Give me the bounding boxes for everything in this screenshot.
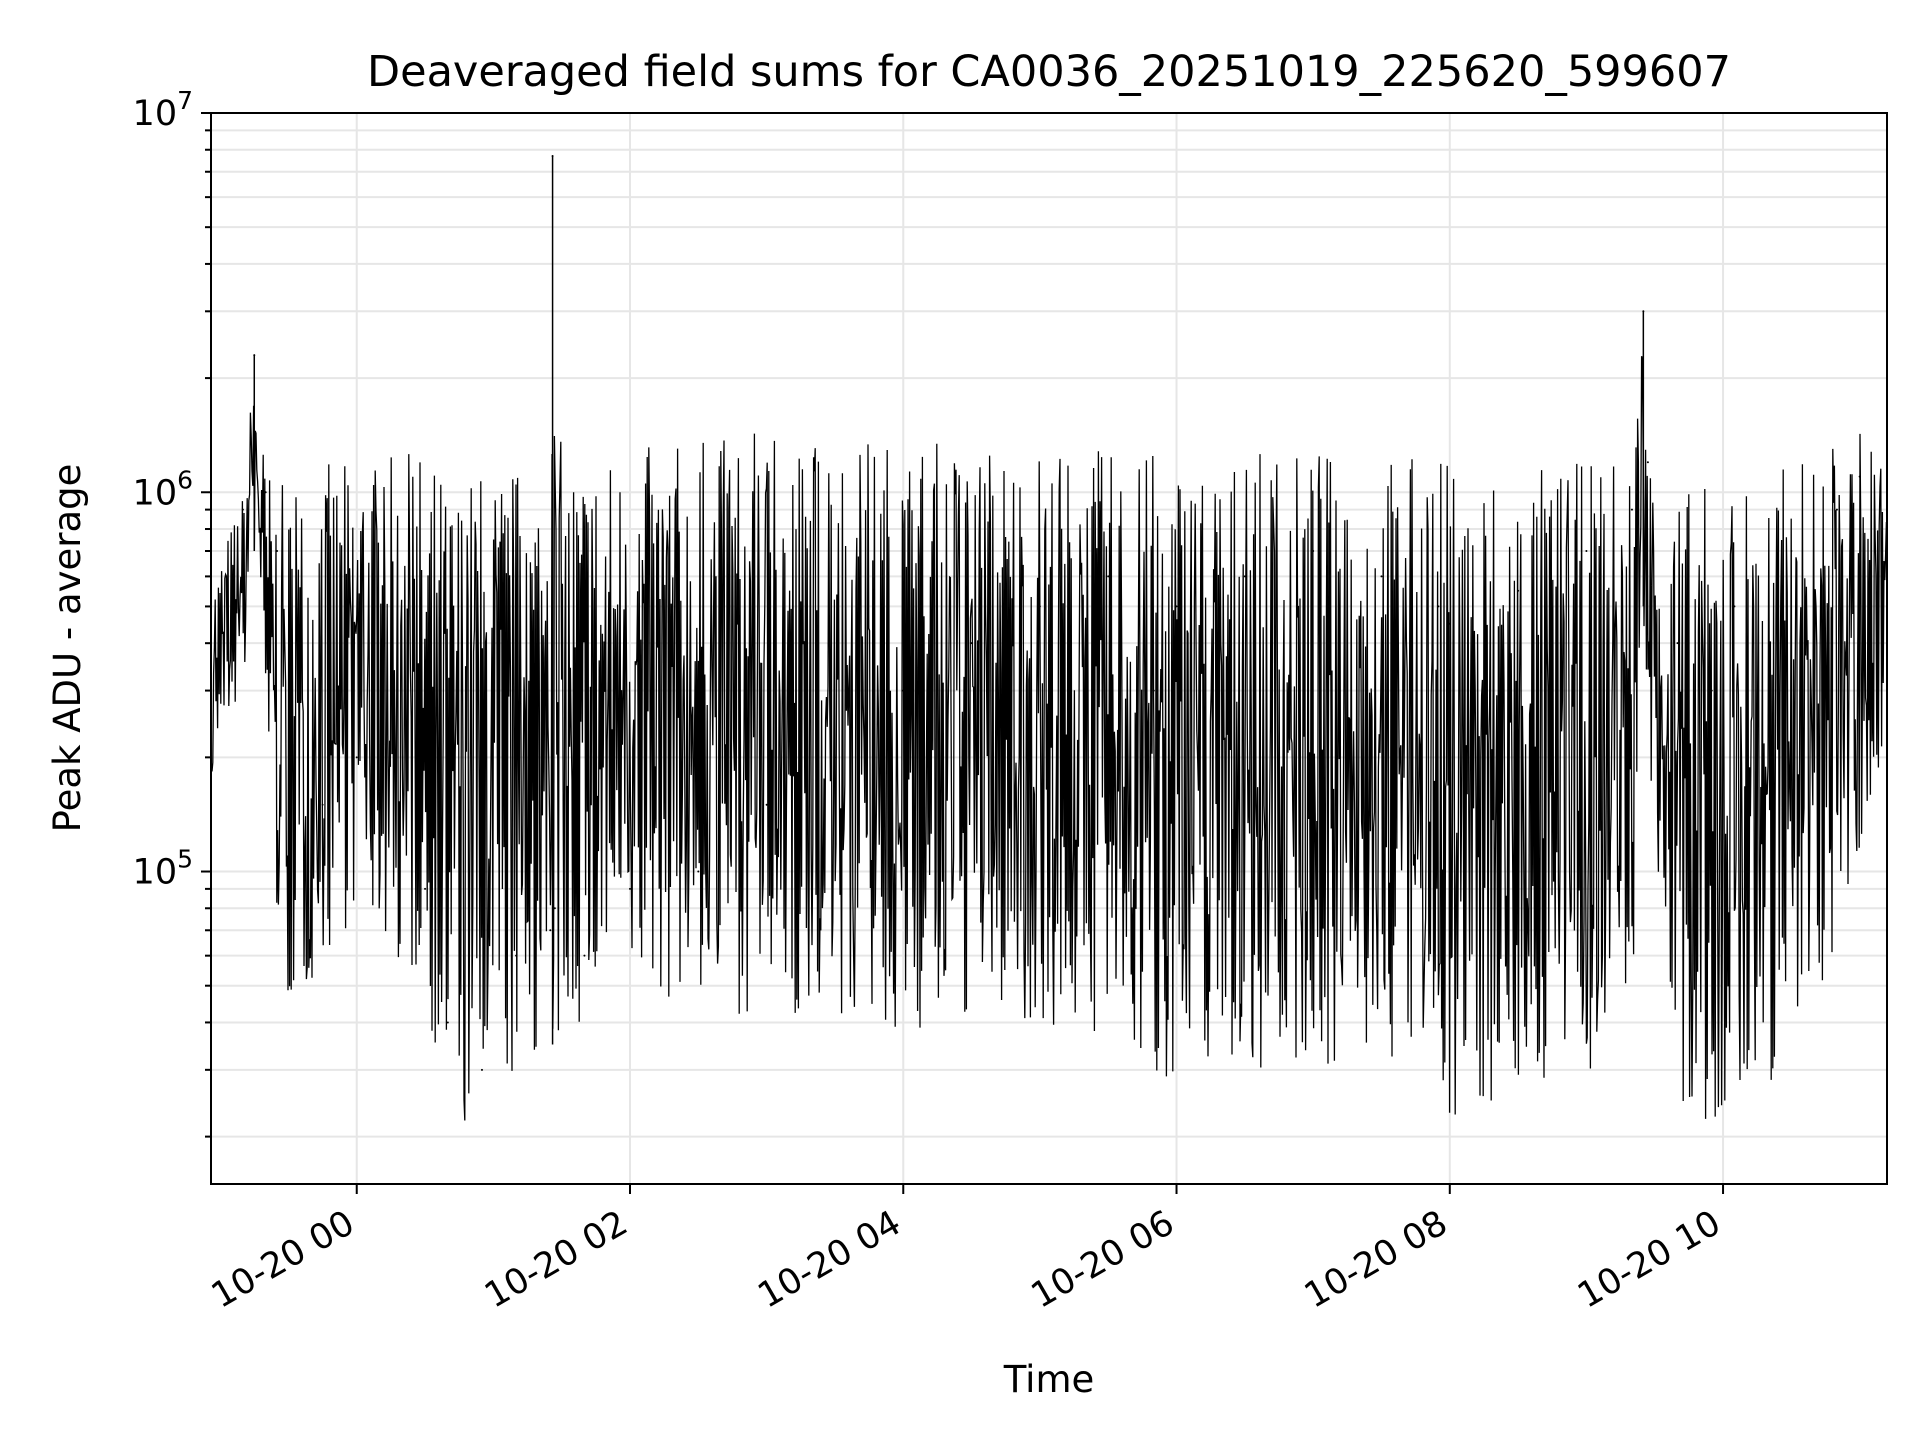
data-point xyxy=(276,550,279,553)
x-tick-label: 10-20 02 xyxy=(478,1203,634,1316)
data-point xyxy=(1835,508,1838,511)
plot-frame xyxy=(210,112,1888,1185)
data-point xyxy=(1380,575,1383,578)
data-point xyxy=(970,642,973,645)
data-point xyxy=(1175,605,1178,608)
data-point xyxy=(1733,605,1736,608)
series-layer xyxy=(210,155,1888,1121)
y-tick-label: 107 xyxy=(133,86,193,134)
x-tick-label: 10-20 06 xyxy=(1025,1203,1181,1316)
data-point xyxy=(902,689,905,692)
data-point xyxy=(1517,589,1520,592)
data-point xyxy=(1152,689,1155,692)
data-point xyxy=(553,907,556,910)
data-trace xyxy=(211,355,1888,1121)
data-point xyxy=(833,756,836,759)
data-point xyxy=(1630,508,1633,511)
y-tick-base: 10 xyxy=(133,853,178,893)
data-point xyxy=(424,887,427,890)
y-axis-label: Peak ADU - average xyxy=(46,464,89,833)
chart-title: Deaveraged field sums for CA0036_2025101… xyxy=(367,47,1731,97)
x-axis: 10-20 00 10-20 02 10-20 04 10-20 06 10-20 08… xyxy=(205,1184,1728,1316)
y-tick-exponent: 5 xyxy=(177,845,193,874)
data-point xyxy=(697,870,700,873)
x-tick-label: 10-20 04 xyxy=(751,1203,907,1316)
data-point xyxy=(1448,622,1451,625)
y-tick-exponent: 7 xyxy=(177,86,193,115)
y-tick-base: 10 xyxy=(133,94,178,134)
data-point xyxy=(1585,550,1588,553)
data-point xyxy=(241,508,244,511)
data-point xyxy=(1038,605,1041,608)
data-point xyxy=(1710,689,1713,692)
data-point xyxy=(1790,550,1793,553)
y-tick-label: 106 xyxy=(133,465,193,513)
data-point xyxy=(549,929,552,932)
data-point xyxy=(1312,550,1315,553)
data-point xyxy=(629,887,631,890)
y-tick-exponent: 6 xyxy=(177,465,193,494)
x-tick-label: 10-20 10 xyxy=(1571,1203,1727,1316)
x-tick-label: 10-20 08 xyxy=(1298,1203,1454,1316)
data-point xyxy=(480,1068,483,1071)
data-point xyxy=(1437,605,1440,608)
data-point xyxy=(355,756,358,759)
data-point xyxy=(515,954,518,957)
data-point xyxy=(583,954,586,957)
data-point xyxy=(765,803,768,806)
data-point xyxy=(287,907,290,910)
data-point xyxy=(1107,575,1110,578)
data-point xyxy=(1858,475,1861,478)
data-point xyxy=(1646,461,1649,464)
data-point xyxy=(446,1021,449,1024)
data-point xyxy=(1243,575,1246,578)
y-tick-label: 105 xyxy=(133,845,193,893)
data-point xyxy=(321,803,324,806)
y-tick-base: 10 xyxy=(133,473,178,513)
x-tick-label: 10-20 00 xyxy=(205,1203,361,1316)
data-point xyxy=(264,491,267,494)
data-point xyxy=(1676,642,1679,645)
x-axis-label: Time xyxy=(1003,1358,1095,1401)
